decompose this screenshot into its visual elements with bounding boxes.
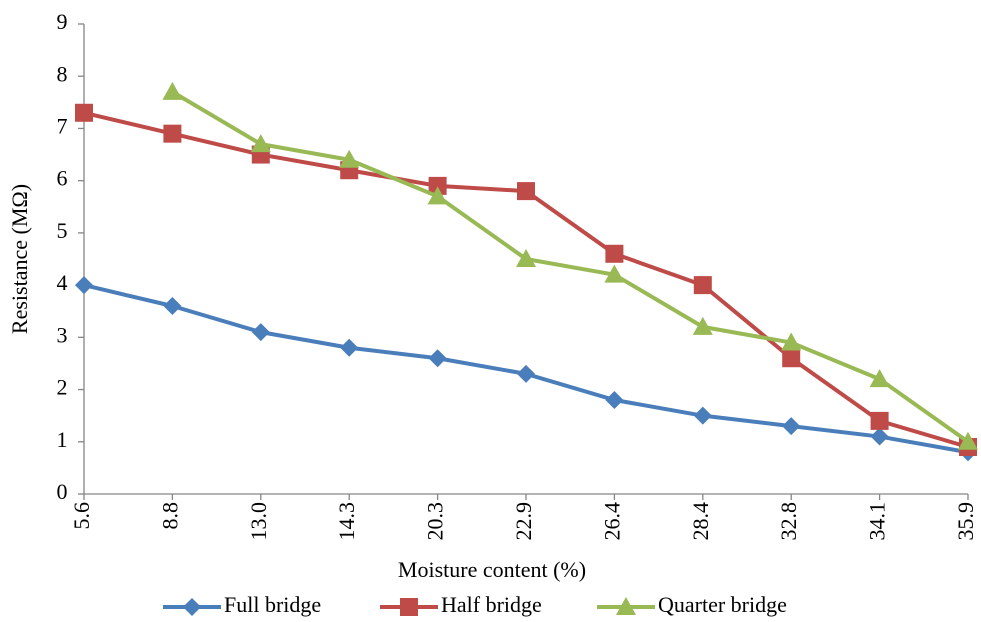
data-point — [250, 134, 271, 153]
data-point — [870, 411, 889, 430]
legend-marker — [616, 597, 636, 615]
x-tick-label: 14.3 — [334, 502, 359, 541]
data-point — [958, 431, 978, 450]
x-tick-label: 35.9 — [953, 502, 978, 541]
x-tick-label: 13.0 — [246, 502, 271, 541]
data-point — [163, 124, 182, 143]
data-point — [162, 81, 183, 100]
data-point — [692, 316, 713, 335]
legend-label: Half bridge — [441, 592, 542, 617]
y-tick-label: 6 — [57, 166, 68, 191]
legend-label: Quarter bridge — [658, 592, 787, 617]
y-tick-label: 9 — [57, 9, 68, 34]
x-tick-label: 20.3 — [423, 502, 448, 541]
data-point — [781, 332, 802, 351]
data-point — [782, 417, 801, 436]
series-line — [83, 110, 969, 449]
data-point — [605, 244, 624, 263]
data-point — [251, 323, 270, 342]
legend-marker — [183, 598, 201, 616]
y-tick-label: 5 — [57, 218, 68, 243]
y-tick-label: 2 — [57, 375, 68, 400]
x-tick-label: 22.9 — [511, 502, 536, 541]
legend-label: Full bridge — [224, 592, 321, 617]
data-point — [340, 338, 359, 357]
data-point — [782, 349, 801, 368]
data-point — [428, 349, 447, 368]
y-axis-title: Resistance (MΩ) — [7, 184, 32, 334]
legend-marker — [400, 598, 418, 616]
y-tick-label: 3 — [57, 322, 68, 347]
x-tick-label: 8.8 — [157, 502, 182, 530]
series-line — [171, 90, 970, 444]
x-tick-label: 5.6 — [69, 502, 94, 530]
data-point — [75, 103, 93, 122]
data-point — [869, 369, 890, 388]
x-axis-title: Moisture content (%) — [398, 557, 586, 582]
y-tick-label: 7 — [57, 113, 68, 138]
data-point — [427, 186, 448, 205]
x-tick-label: 34.1 — [865, 502, 890, 541]
data-point — [517, 182, 535, 201]
data-point — [75, 276, 93, 295]
x-tick-label: 26.4 — [599, 502, 624, 541]
y-tick-label: 8 — [57, 61, 68, 86]
data-point — [604, 264, 625, 283]
x-tick-label: 32.8 — [776, 502, 801, 541]
data-point — [693, 276, 712, 295]
data-point — [693, 406, 712, 425]
data-point — [163, 297, 182, 315]
y-tick-label: 4 — [57, 270, 68, 295]
data-point — [516, 249, 536, 267]
x-tick-label: 28.4 — [688, 502, 713, 541]
data-point — [870, 427, 889, 446]
data-point — [339, 149, 360, 168]
data-point — [517, 364, 535, 383]
data-point — [428, 176, 447, 195]
y-tick-label: 1 — [57, 427, 68, 452]
y-tick-label: 0 — [57, 479, 68, 504]
data-point — [605, 391, 624, 409]
